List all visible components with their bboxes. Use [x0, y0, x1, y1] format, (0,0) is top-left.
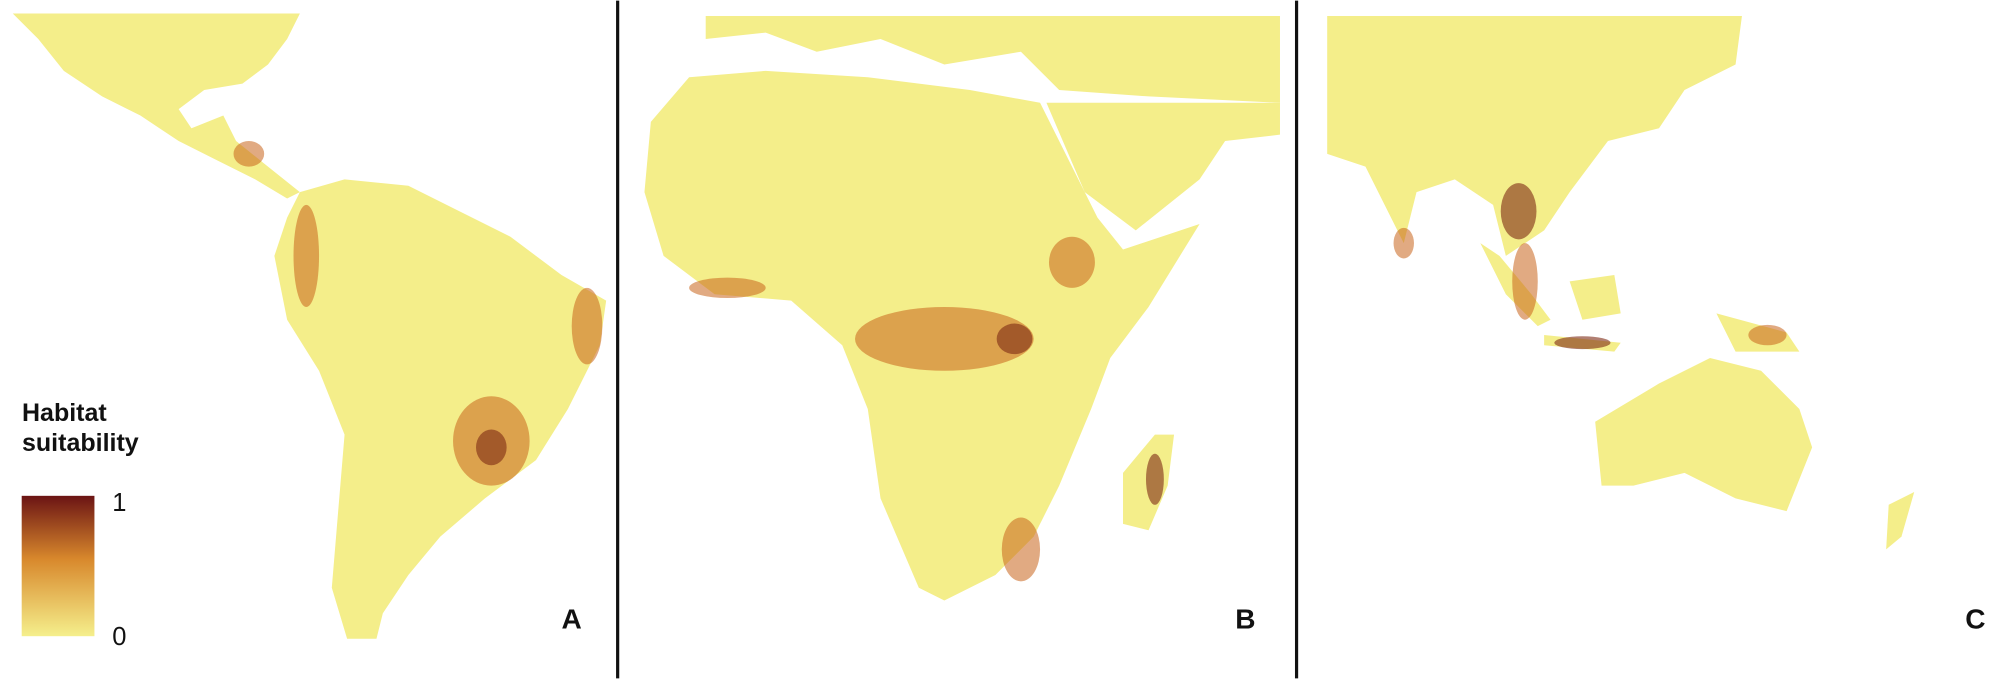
- panel-b-map: B: [644, 15, 1280, 635]
- legend-gradient: [21, 495, 95, 637]
- panel-c-map: C: [1327, 15, 1986, 635]
- legend-max: 1: [112, 489, 126, 517]
- legend-min: 0: [112, 623, 126, 651]
- panel-label: C: [1965, 604, 1985, 635]
- panel-a-map: 1 0 A: [12, 13, 607, 651]
- panel-label: A: [562, 604, 582, 635]
- panel-label: B: [1235, 604, 1255, 635]
- legend-title: Habitat suitability: [22, 399, 139, 457]
